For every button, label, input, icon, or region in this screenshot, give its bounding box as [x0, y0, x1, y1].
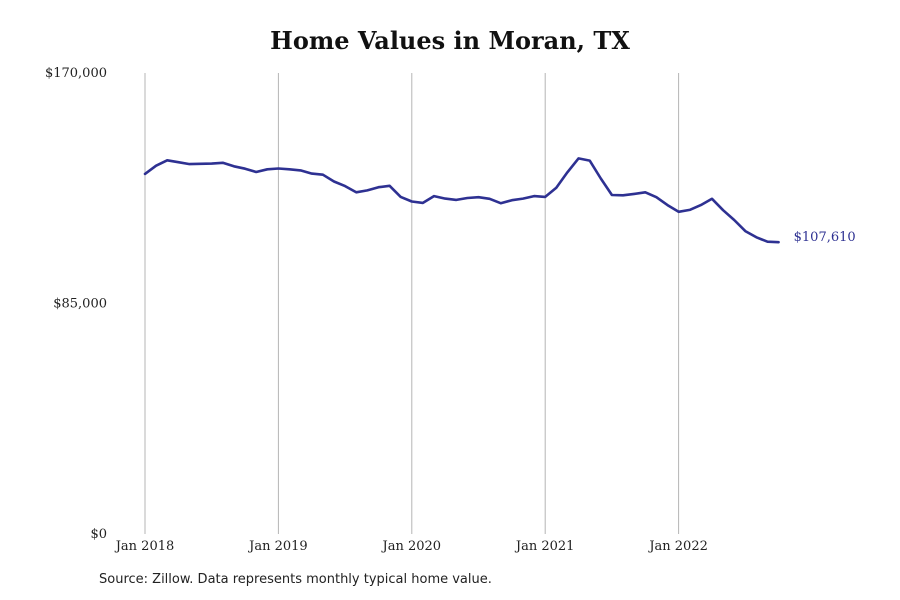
data-point	[455, 199, 457, 201]
end-value-label: $107,610	[794, 230, 856, 245]
data-point	[188, 163, 190, 165]
data-point	[744, 230, 746, 232]
x-axis-labels: Jan 2018 Jan 2019 Jan 2020 Jan 2021 Jan 2022	[114, 539, 708, 554]
data-point	[355, 191, 357, 193]
gridlines	[144, 73, 680, 534]
data-point	[555, 187, 557, 189]
data-point	[522, 197, 524, 199]
y-axis-labels: $0 $85,000 $170,000	[45, 66, 107, 542]
data-point	[277, 167, 279, 169]
data-point	[322, 174, 324, 176]
data-point	[666, 204, 668, 206]
data-point	[233, 165, 235, 167]
data-point	[444, 197, 446, 199]
chart-title: Home Values in Moran, TX	[270, 26, 630, 55]
data-point	[511, 199, 513, 201]
data-point	[466, 197, 468, 199]
data-point	[689, 209, 691, 211]
data-point	[500, 202, 502, 204]
x-tick-label: Jan 2018	[114, 539, 175, 554]
data-point	[299, 169, 301, 171]
x-tick-label: Jan 2019	[247, 539, 308, 554]
series-layer: $107,610	[143, 157, 856, 245]
data-point	[711, 198, 713, 200]
data-point	[288, 168, 290, 170]
data-point	[622, 194, 624, 196]
data-point	[533, 195, 535, 197]
data-point	[611, 194, 613, 196]
data-point	[177, 161, 179, 163]
data-point	[566, 171, 568, 173]
data-point	[433, 195, 435, 197]
data-point	[633, 193, 635, 195]
data-point	[155, 165, 157, 167]
data-point	[733, 219, 735, 221]
data-point	[311, 172, 313, 174]
data-point	[722, 209, 724, 211]
data-point	[144, 173, 146, 175]
data-point	[377, 186, 379, 188]
data-point	[655, 196, 657, 198]
data-point	[544, 196, 546, 198]
y-tick-label: $85,000	[53, 297, 107, 312]
data-point	[255, 171, 257, 173]
data-point	[244, 168, 246, 170]
data-point	[222, 162, 224, 164]
data-point	[400, 196, 402, 198]
data-point	[488, 198, 490, 200]
data-point	[577, 157, 579, 159]
data-point	[777, 241, 779, 243]
data-point	[166, 159, 168, 161]
data-point	[589, 159, 591, 161]
data-point	[755, 236, 757, 238]
data-point	[700, 204, 702, 206]
data-point	[422, 202, 424, 204]
data-point	[766, 241, 768, 243]
x-tick-label: Jan 2020	[381, 539, 442, 554]
source-note: Source: Zillow. Data represents monthly …	[99, 572, 492, 587]
data-point	[333, 180, 335, 182]
data-point	[211, 162, 213, 164]
x-tick-label: Jan 2021	[514, 539, 575, 554]
data-point	[366, 189, 368, 191]
data-point	[411, 200, 413, 202]
data-point	[344, 185, 346, 187]
data-point	[477, 196, 479, 198]
data-point	[388, 185, 390, 187]
data-point	[644, 191, 646, 193]
x-tick-label: Jan 2022	[647, 539, 708, 554]
series-line	[143, 157, 780, 244]
data-point	[199, 163, 201, 165]
data-point	[677, 211, 679, 213]
y-tick-label: $170,000	[45, 66, 107, 81]
y-tick-label: $0	[90, 527, 107, 542]
data-point	[600, 177, 602, 179]
data-point	[266, 168, 268, 170]
